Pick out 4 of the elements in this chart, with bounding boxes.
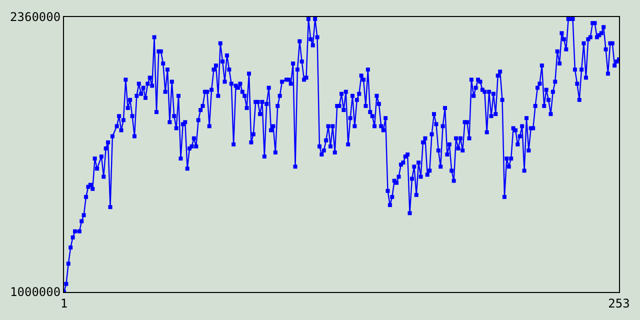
y-tick-label: 1000000	[10, 285, 61, 300]
y-tick-label: 2360000	[10, 10, 61, 24]
x-tick-label: 253	[608, 296, 630, 310]
x-tick-label: 1	[60, 296, 68, 310]
